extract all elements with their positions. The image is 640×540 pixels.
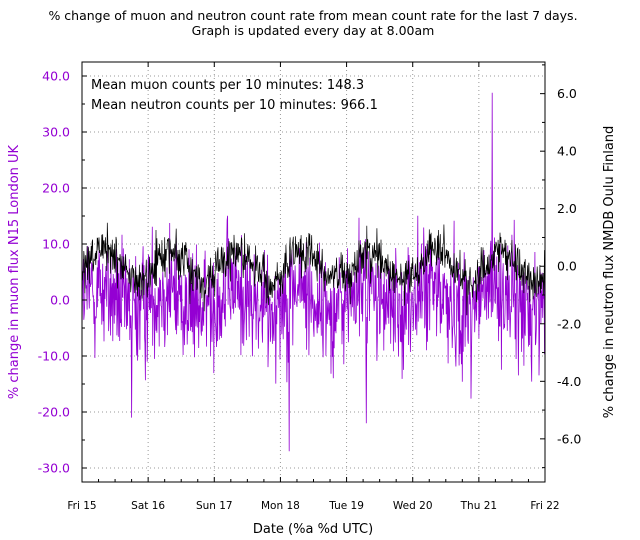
y-tick-label-right: 2.0 xyxy=(557,201,577,216)
x-tick-label: Thu 21 xyxy=(460,500,497,512)
ticks: Fri 15 Sat 16 Sun 17 Mon 18 Tue 19 Wed 20 Thu … xyxy=(38,62,581,512)
y-tick-label-left: 40.0 xyxy=(42,69,70,84)
x-tick-label: Fri 22 xyxy=(530,500,559,512)
y-tick-label-right: 4.0 xyxy=(557,144,577,159)
x-tick-label: Sat 16 xyxy=(131,500,165,512)
y-tick-label-right: 0.0 xyxy=(557,259,577,274)
chart-title-line-2: Graph is updated every day at 8.00am xyxy=(192,23,435,38)
y-tick-label-left: 20.0 xyxy=(42,181,70,196)
y-axis-label-left: % change in muon flux N15 London UK xyxy=(7,144,22,399)
y-tick-label-left: 30.0 xyxy=(42,125,70,140)
plot-frame xyxy=(81,61,546,483)
series-neutron xyxy=(81,222,546,316)
y-tick-label-left: -20.0 xyxy=(38,405,70,420)
chart-title-line-1: % change of muon and neutron count rate … xyxy=(48,8,577,23)
y-tick-label-right: -6.0 xyxy=(557,431,581,446)
y-tick-label-left: -10.0 xyxy=(38,349,70,364)
annotation-muon-mean: Mean muon counts per 10 minutes: 148.3 xyxy=(91,78,364,93)
y-tick-label-right: 6.0 xyxy=(557,86,577,101)
y-tick-label-right: -4.0 xyxy=(557,374,581,389)
y-axis-label-right: % change in neutron flux NMDB Oulu Finla… xyxy=(602,126,617,419)
y-tick-label-left: 10.0 xyxy=(42,237,70,252)
y-tick-label-left: 0.0 xyxy=(50,293,70,308)
x-tick-label: Mon 18 xyxy=(261,500,300,512)
muon-line xyxy=(81,92,546,452)
y-tick-label-left: -30.0 xyxy=(38,461,70,476)
x-tick-label: Fri 15 xyxy=(67,500,96,512)
x-tick-label: Sun 17 xyxy=(196,500,233,512)
series-muon xyxy=(81,92,546,452)
x-tick-label: Tue 19 xyxy=(328,500,364,512)
x-tick-label: Wed 20 xyxy=(393,500,433,512)
x-axis-label: Date (%a %d UTC) xyxy=(253,522,373,537)
annotation-neutron-mean: Mean neutron counts per 10 minutes: 966.… xyxy=(91,98,378,113)
neutron-line xyxy=(81,222,546,316)
y-tick-label-right: -2.0 xyxy=(557,316,581,331)
